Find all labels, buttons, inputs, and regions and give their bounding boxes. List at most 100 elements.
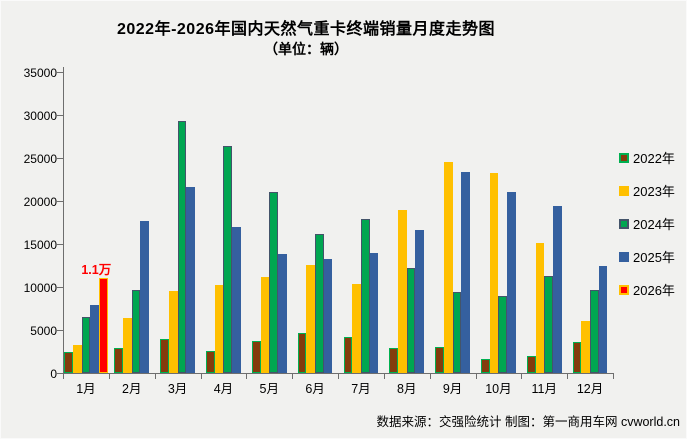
x-axis-tick	[338, 374, 339, 379]
y-axis-tick	[57, 201, 63, 202]
bar-2025年-8月	[415, 230, 425, 373]
y-axis-tick	[57, 115, 63, 116]
y-axis-tick	[57, 158, 63, 159]
bar-2022年-11月	[526, 355, 536, 373]
bar-2024年-4月	[223, 145, 233, 373]
x-axis-tick	[200, 374, 202, 379]
chart-subtitle: （单位：辆）	[264, 41, 348, 57]
legend-swatch-icon	[619, 284, 629, 295]
y-axis-label: 25000	[23, 152, 57, 166]
x-axis-tick	[154, 374, 156, 379]
legend-item-2025年: 2025年	[619, 247, 685, 266]
x-axis-label: 11月	[531, 382, 557, 396]
x-axis-tick	[429, 374, 431, 379]
legend-item-2022年: 2022年	[619, 148, 685, 167]
x-axis-tick	[246, 374, 248, 379]
legend-label: 2023年	[633, 184, 675, 199]
bar-2023年-11月	[535, 243, 545, 373]
bar-2023年-3月	[168, 291, 178, 373]
legend-swatch-icon	[619, 152, 629, 163]
bar-2024年-12月	[590, 290, 599, 373]
bar-2024年-5月	[269, 192, 278, 373]
legend-swatch-icon	[619, 251, 629, 262]
y-axis-tick	[57, 244, 63, 245]
x-axis-line	[63, 373, 614, 374]
bar-2025年-11月	[552, 206, 562, 373]
bar-2025年-2月	[140, 220, 150, 373]
bar-2022年-12月	[572, 342, 582, 373]
bar-2022年-9月	[435, 347, 444, 373]
x-axis-label: 10月	[485, 382, 512, 396]
bar-2023年-7月	[352, 283, 361, 373]
bar-2024年-9月	[452, 292, 462, 373]
bar-2022年-6月	[297, 332, 307, 373]
y-axis-label: 20000	[23, 195, 57, 209]
bar-2025年-9月	[461, 171, 470, 373]
bar-2023年-2月	[123, 317, 132, 373]
y-axis-tick	[57, 330, 63, 331]
bar-2022年-8月	[389, 348, 399, 373]
y-axis-label: 15000	[23, 238, 57, 252]
x-axis-label: 4月	[213, 382, 234, 396]
y-axis-line	[63, 67, 64, 374]
x-axis-tick	[63, 374, 64, 379]
bar-2023年-12月	[581, 321, 591, 373]
legend-label: 2022年	[633, 151, 675, 166]
legend-item-2026年: 2026年	[619, 280, 685, 299]
bar-2024年-1月	[81, 317, 91, 373]
y-axis-label: 35000	[23, 66, 57, 80]
y-axis-label: 0	[50, 367, 57, 381]
bar-2022年-1月	[64, 351, 73, 373]
bar-2025年-6月	[323, 258, 333, 373]
plot-area: 1月 2月 3月 4月 5月 6月 7月 8月 9月 10月 11月 12月 1.1万	[57, 67, 614, 396]
bar-2022年-5月	[251, 341, 261, 373]
bar-2024年-11月	[544, 275, 553, 373]
x-axis-label: 12月	[576, 382, 604, 396]
chart-title: 2022年-2026年国内天然气重卡终端销量月度走势图	[116, 21, 496, 38]
x-axis-tick	[292, 374, 294, 379]
data-label: 1.1万	[81, 263, 112, 278]
bar-2025年-10月	[507, 191, 516, 373]
bar-2025年-1月	[90, 305, 99, 373]
bar-2023年-4月	[214, 285, 224, 373]
legend: 2022年 2023年 2024年 2025年 2026年	[619, 148, 685, 313]
x-axis-tick	[108, 374, 110, 379]
y-axis-label: 30000	[23, 109, 57, 123]
bar-2022年-2月	[114, 348, 124, 373]
bar-2024年-7月	[360, 219, 370, 373]
legend-swatch-icon	[619, 185, 629, 196]
bar-2024年-6月	[315, 233, 324, 373]
y-axis-tick	[57, 287, 63, 288]
y-axis-tick	[57, 373, 63, 374]
x-axis-label: 6月	[305, 382, 325, 396]
legend-item-2023年: 2023年	[619, 181, 685, 200]
bar-2023年-5月	[260, 276, 270, 373]
bar-2023年-6月	[306, 264, 316, 373]
x-axis-label: 7月	[351, 382, 371, 396]
bar-2026年-1月	[98, 278, 108, 373]
x-axis-tick	[383, 374, 385, 379]
x-axis-label: 1月	[76, 382, 96, 396]
legend-swatch-icon	[619, 218, 629, 229]
legend-item-2024年: 2024年	[619, 214, 685, 233]
bar-2023年-8月	[398, 210, 407, 373]
y-axis-label: 5000	[30, 324, 57, 338]
x-axis-label: 3月	[167, 382, 188, 396]
legend-label: 2025年	[633, 250, 675, 265]
x-axis-label: 9月	[442, 382, 463, 396]
bar-2025年-5月	[277, 254, 287, 373]
bar-2024年-10月	[498, 296, 508, 373]
x-axis-label: 2月	[122, 382, 142, 396]
x-axis-tick	[613, 374, 614, 379]
x-axis-label: 8月	[397, 382, 417, 396]
legend-label: 2026年	[633, 283, 675, 298]
bar-2022年-7月	[343, 336, 353, 373]
legend-label: 2024年	[633, 217, 675, 232]
x-axis-label: 5月	[259, 382, 279, 396]
bar-2025年-4月	[232, 226, 241, 373]
bar-2022年-10月	[481, 359, 490, 373]
bar-2025年-3月	[186, 187, 195, 373]
bar-2022年-3月	[160, 339, 169, 373]
y-axis-label: 10000	[23, 281, 57, 295]
